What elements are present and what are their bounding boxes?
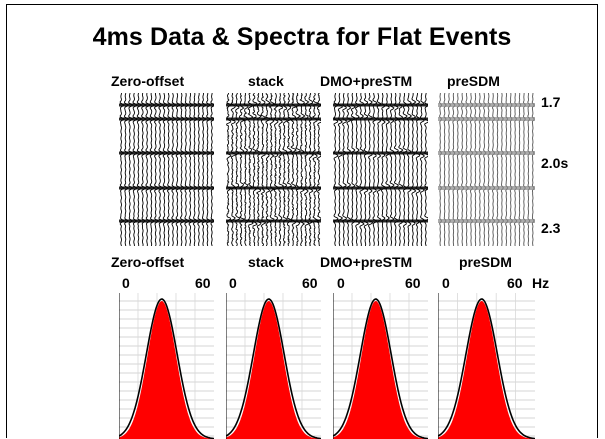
spectrum-panel-stack: [226, 293, 321, 439]
slide-frame: 4ms Data & Spectra for Flat Events Zero-…: [6, 4, 598, 439]
axis-min-label: 0: [122, 275, 130, 291]
spectrum-plot: [438, 293, 535, 439]
wiggle-traces: [226, 93, 321, 246]
spectrum-label-presdm: preSDM: [459, 254, 512, 270]
axis-max-label: 60: [405, 275, 421, 291]
seismic-label-zero-offset: Zero-offset: [111, 73, 185, 89]
spectrum-label-dmo-prestm: DMO+preSTM: [320, 254, 413, 270]
axis-max-label: 60: [195, 275, 211, 291]
spectrum-panel-presdm: [438, 293, 535, 439]
spectrum-panel-zero-offset: [119, 293, 214, 439]
wiggle-traces: [333, 93, 428, 246]
spectrum-label-stack: stack: [248, 254, 284, 270]
slide-title: 4ms Data & Spectra for Flat Events: [92, 23, 512, 51]
axis-max-label: 60: [507, 275, 523, 291]
axis-unit-label: Hz: [532, 275, 550, 291]
spectrum-plot: [226, 293, 321, 439]
spectrum-plot: [119, 293, 214, 439]
seismic-panel-zero-offset: [119, 93, 214, 246]
time-label-2-0: 2.0s: [541, 155, 569, 171]
seismic-label-dmo-prestm: DMO+preSTM: [320, 73, 413, 89]
wiggle-traces: [119, 93, 214, 246]
seismic-panel-presdm: [438, 93, 535, 246]
axis-min-label: 0: [337, 275, 345, 291]
spectrum-panel-dmo-prestm: [333, 293, 428, 439]
seismic-label-stack: stack: [248, 73, 284, 89]
axis-max-label: 60: [302, 275, 318, 291]
spectrum-plot: [333, 293, 428, 439]
time-label-2-3: 2.3: [541, 220, 561, 236]
axis-min-label: 0: [442, 275, 450, 291]
axis-min-label: 0: [229, 275, 237, 291]
seismic-panel-stack: [226, 93, 321, 246]
seismic-label-presdm: preSDM: [447, 73, 500, 89]
wiggle-traces: [438, 93, 535, 246]
seismic-panel-dmo-prestm: [333, 93, 428, 246]
time-label-1-7: 1.7: [541, 94, 561, 110]
spectrum-label-zero-offset: Zero-offset: [111, 254, 185, 270]
